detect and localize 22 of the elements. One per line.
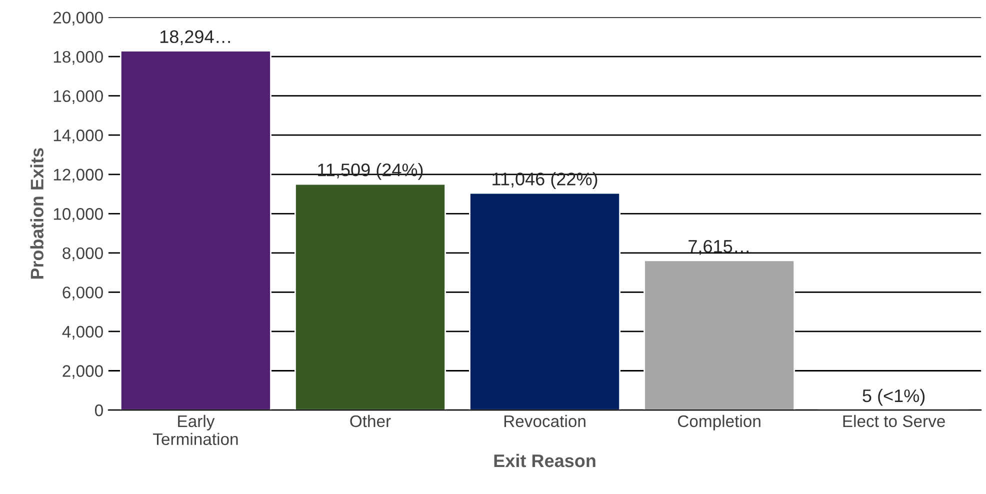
x-tick-label: Revocation (504, 414, 586, 428)
y-tick-label: 16,000 (54, 90, 103, 104)
data-label: 5 (<1%) (862, 388, 925, 406)
y-tick-label: 20,000 (53, 12, 103, 26)
y-tick-label: 14,000 (54, 130, 103, 144)
x-tick-label: Other (350, 414, 391, 428)
data-label: 7,615… (688, 240, 748, 255)
data-label: 18,294… (160, 30, 230, 46)
y-tick-label: 10,000 (54, 208, 103, 222)
x-axis-title: Exit Reason (494, 454, 596, 468)
y-tick-label: 0 (94, 404, 103, 416)
data-label: 11,046 (22%) (492, 172, 598, 189)
y-tick-label: 6,000 (62, 286, 103, 300)
y-tick-label: 18,000 (54, 50, 103, 65)
x-tick-label: Elect to Serve (843, 414, 945, 428)
y-tick-label: 8,000 (62, 247, 103, 262)
y-tick-label: 2,000 (62, 365, 103, 379)
y-tick-label: 12,000 (54, 168, 103, 183)
x-tick-label: Completion (678, 414, 760, 430)
y-tick-label: 4,000 (62, 326, 103, 340)
y-axis-title: Probation Exits (30, 148, 44, 279)
x-tick-label: Early Termination (153, 414, 238, 446)
